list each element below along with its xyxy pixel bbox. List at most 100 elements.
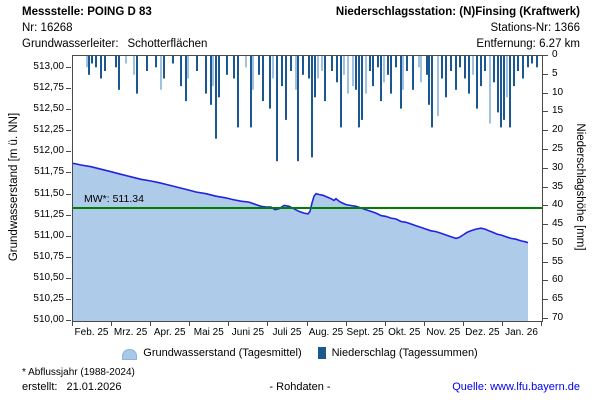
- right-axis-tick-label: 30: [552, 161, 564, 173]
- x-axis-tick: [306, 322, 308, 326]
- precipitation-bar: [428, 56, 430, 105]
- precipitation-bar: [484, 56, 486, 71]
- right-axis-tick: [543, 186, 548, 188]
- right-axis-tick-label: 50: [552, 236, 564, 248]
- precipitation-bar: [480, 56, 482, 87]
- precipitation-bar: [387, 56, 389, 75]
- precipitation-bar: [205, 56, 207, 94]
- left-axis-tick-label: 510,25: [33, 292, 64, 304]
- precipitation-bar: [355, 56, 357, 90]
- x-axis-tick: [462, 322, 464, 326]
- precipitation-bar: [212, 56, 214, 87]
- precipitation-bar: [431, 56, 433, 128]
- precipitation-bar: [503, 56, 505, 120]
- groundwater-area: [73, 163, 528, 321]
- chart-legend: Grundwasserstand (Tagesmittel) Niedersch…: [0, 346, 600, 360]
- precipitation-bar: [252, 56, 254, 90]
- left-axis-tick-label: 510,75: [33, 250, 64, 262]
- precipitation-bar: [324, 56, 326, 102]
- precipitation-bar: [272, 56, 274, 79]
- x-axis-tick: [267, 322, 269, 326]
- precipitation-bar: [125, 56, 127, 64]
- left-axis-tick: [66, 172, 71, 174]
- x-axis-month-label: Nov. 25: [426, 327, 461, 338]
- raw-data-label: - Rohdaten -: [269, 381, 331, 393]
- precipitation-bar: [163, 56, 165, 79]
- right-axis-tick: [543, 224, 548, 226]
- groundwater-legend-icon: [122, 349, 138, 360]
- x-axis-tick: [72, 322, 73, 326]
- precipitation-bar: [500, 56, 502, 128]
- precipitation-bar: [343, 56, 345, 75]
- right-axis-tick-label: 10: [552, 86, 564, 98]
- right-axis-tick: [543, 73, 548, 75]
- precipitation-bar: [210, 56, 212, 105]
- precip-station-title: Niederschlagsstation: (N)Finsing (Kraftw…: [335, 6, 580, 18]
- left-axis-tick-label: 510,50: [33, 271, 64, 283]
- left-axis-tick-label: 511,75: [34, 166, 64, 178]
- right-axis-tick: [543, 318, 548, 319]
- x-axis-month-label: Juni 25: [231, 327, 265, 338]
- x-axis-month-label: Apr. 25: [153, 327, 186, 338]
- precipitation-bar: [426, 56, 428, 75]
- precipitation-bar: [100, 56, 102, 79]
- left-axis-tick-label: 511,00: [34, 229, 64, 241]
- x-axis-tick: [189, 322, 191, 326]
- right-axis-tick: [543, 130, 548, 132]
- left-axis-tick: [66, 193, 71, 195]
- x-axis-tick: [423, 322, 425, 326]
- chart-svg: [73, 56, 542, 321]
- left-axis-tick: [66, 151, 71, 153]
- precipitation-bar: [88, 56, 90, 75]
- precipitation-bar: [262, 56, 264, 102]
- station-title: Messstelle: POING D 83: [22, 6, 152, 18]
- y-axis-title-right: Niederschlagshöhe [mm]: [574, 123, 586, 251]
- right-axis-tick-label: 45: [552, 218, 564, 230]
- right-axis-tick-label: 65: [552, 293, 564, 305]
- x-axis-tick: [541, 322, 542, 326]
- right-axis-tick: [543, 261, 548, 263]
- precipitation-bar: [464, 56, 466, 79]
- right-axis-tick: [543, 280, 548, 282]
- precipitation-bar: [258, 56, 260, 75]
- station-number: Nr: 16268: [22, 22, 73, 34]
- left-axis-tick-label: 511,50: [34, 187, 64, 199]
- precipitation-bar: [536, 56, 538, 68]
- left-axis-tick: [66, 320, 71, 321]
- x-axis-month-label: Okt. 25: [388, 327, 421, 338]
- left-axis-tick: [66, 214, 71, 216]
- x-axis-tick: [501, 322, 503, 326]
- left-axis-tick: [66, 67, 71, 68]
- precipitation-bar: [91, 56, 93, 64]
- precipitation-bar: [489, 56, 491, 124]
- precipitation-bar: [352, 56, 354, 87]
- precipitation-bar: [185, 56, 187, 102]
- precip-station-number: Stations-Nr: 1366: [490, 22, 580, 34]
- right-axis-tick-label: 15: [552, 105, 564, 117]
- x-axis-tick: [345, 322, 347, 326]
- precipitation-bar: [372, 56, 374, 87]
- precipitation-bar: [146, 56, 148, 71]
- precipitation-legend-icon: [317, 347, 326, 359]
- left-axis-tick: [66, 277, 71, 279]
- precipitation-bar: [437, 56, 439, 117]
- precipitation-bar: [361, 56, 363, 120]
- left-axis-tick-label: 512,25: [33, 124, 64, 136]
- right-axis-tick-label: 55: [552, 255, 564, 267]
- precipitation-bar: [250, 56, 252, 128]
- precipitation-bar: [380, 56, 382, 102]
- precipitation-bar: [517, 56, 519, 71]
- precipitation-bar: [218, 56, 220, 98]
- x-axis-month-label: Mrz. 25: [113, 327, 148, 338]
- precipitation-bar: [297, 56, 299, 162]
- precipitation-bar: [133, 56, 135, 75]
- precipitation-bar: [418, 56, 420, 68]
- precipitation-bar: [476, 56, 478, 109]
- precipitation-bar: [459, 56, 461, 68]
- precipitation-bar: [237, 56, 239, 128]
- chart-plot-area: [72, 55, 543, 322]
- mean-water-level-label: MW*: 511.34: [84, 193, 144, 205]
- source-link[interactable]: Quelle: www.lfu.bayern.de: [452, 381, 580, 393]
- right-axis-tick: [543, 55, 548, 56]
- precipitation-bar: [311, 56, 313, 158]
